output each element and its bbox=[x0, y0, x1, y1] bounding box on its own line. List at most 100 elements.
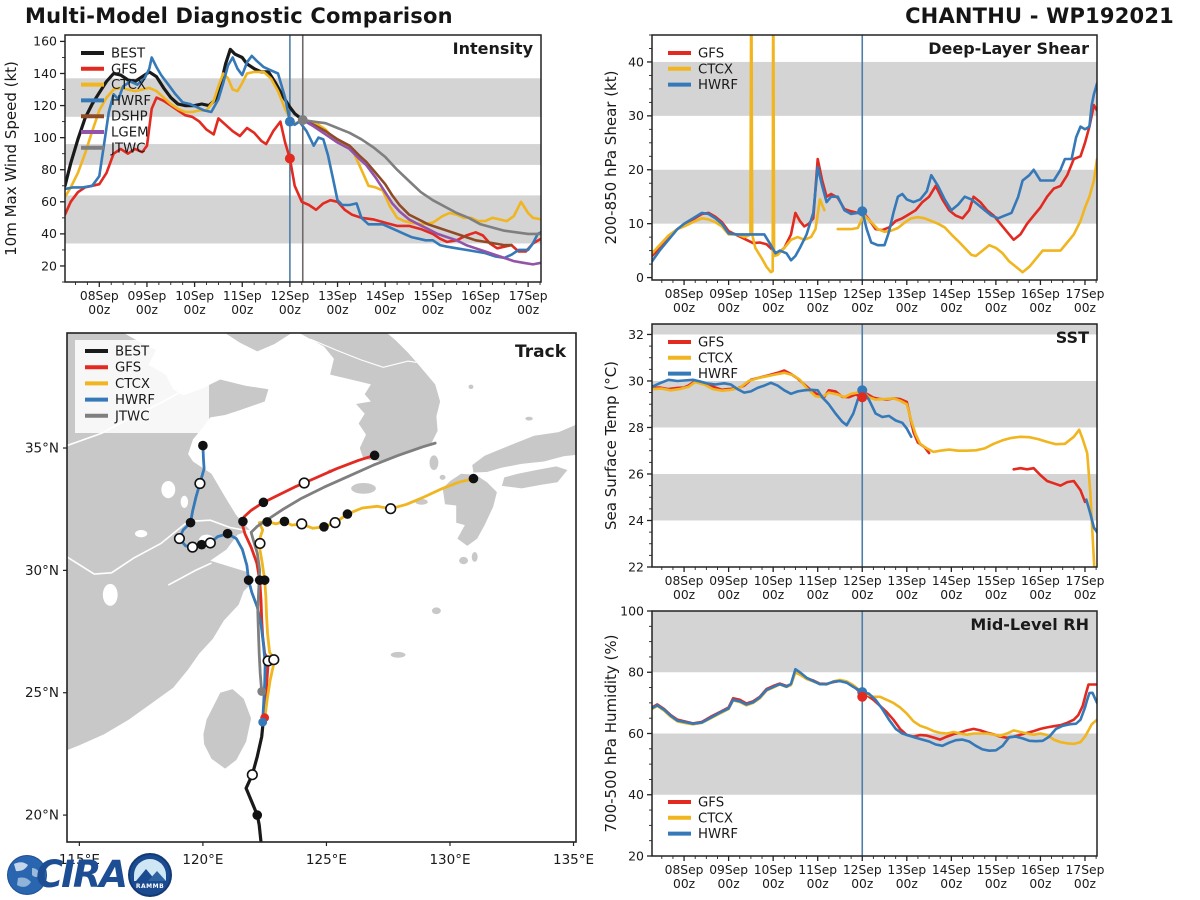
svg-text:08Sep: 08Sep bbox=[665, 287, 704, 301]
svg-text:00z: 00z bbox=[469, 303, 491, 317]
legend-label-CTCX: CTCX bbox=[111, 78, 146, 93]
svg-text:00z: 00z bbox=[88, 303, 110, 317]
svg-text:00z: 00z bbox=[1074, 588, 1096, 600]
svg-text:17Sep: 17Sep bbox=[509, 289, 548, 303]
svg-text:00z: 00z bbox=[940, 301, 962, 315]
landmass bbox=[225, 333, 292, 352]
svg-text:00z: 00z bbox=[673, 301, 695, 315]
rammb-badge-label: RAMMB bbox=[135, 883, 165, 890]
svg-text:00z: 00z bbox=[326, 303, 348, 317]
x-axis: 08Sep00z09Sep00z10Sep00z11Sep00z12Sep00z… bbox=[661, 567, 1105, 602]
svg-text:00z: 00z bbox=[673, 877, 695, 891]
position-marker-00z bbox=[468, 473, 479, 484]
svg-text:00z: 00z bbox=[136, 303, 158, 317]
cira-globe-icon bbox=[7, 855, 47, 895]
svg-text:130°E: 130°E bbox=[429, 852, 470, 868]
lake bbox=[102, 583, 118, 606]
svg-text:00z: 00z bbox=[940, 877, 962, 891]
svg-text:00z: 00z bbox=[851, 588, 873, 600]
legend-label-GFS: GFS bbox=[698, 336, 724, 351]
svg-text:00z: 00z bbox=[374, 303, 396, 317]
island bbox=[351, 483, 376, 494]
shear-chart: 08Sep00z09Sep00z10Sep00z11Sep00z12Sep00z… bbox=[602, 34, 1105, 315]
track-line-JTWC bbox=[249, 441, 437, 693]
position-marker-00z bbox=[198, 440, 208, 451]
svg-text:12Sep: 12Sep bbox=[843, 287, 882, 301]
svg-text:00z: 00z bbox=[718, 301, 740, 315]
series-line-CTCX bbox=[652, 671, 1097, 746]
landmass bbox=[203, 689, 252, 769]
position-marker-00z bbox=[342, 509, 353, 519]
svg-text:10Sep: 10Sep bbox=[754, 574, 793, 588]
y-axis: 0 10 20 30 40 bbox=[628, 34, 652, 285]
series-line-LGEM bbox=[301, 118, 541, 266]
svg-text:17Sep: 17Sep bbox=[1066, 574, 1105, 588]
svg-text:16Sep: 16Sep bbox=[1021, 574, 1060, 588]
cira-wordmark: CIRA bbox=[36, 853, 128, 896]
svg-text:28: 28 bbox=[628, 420, 644, 435]
svg-text:10Sep: 10Sep bbox=[175, 289, 214, 303]
svg-text:60: 60 bbox=[628, 726, 644, 741]
legend-label-BEST: BEST bbox=[115, 345, 150, 360]
legend-label-CTCX: CTCX bbox=[698, 811, 733, 826]
position-marker-00z bbox=[252, 810, 263, 820]
legend-label-GFS: GFS bbox=[115, 361, 141, 376]
island bbox=[459, 556, 469, 565]
landmass bbox=[299, 333, 441, 462]
rh-chart: 08Sep00z09Sep00z10Sep00z11Sep00z12Sep00z… bbox=[602, 603, 1105, 891]
position-marker-00z bbox=[259, 575, 270, 585]
svg-text:00z: 00z bbox=[985, 588, 1007, 600]
svg-text:00z: 00z bbox=[279, 303, 301, 317]
position-marker-12z bbox=[204, 537, 216, 549]
position-marker-12z bbox=[186, 541, 199, 553]
position-marker-00z bbox=[196, 539, 207, 550]
svg-text:00z: 00z bbox=[807, 301, 829, 315]
position-marker-12z bbox=[173, 532, 186, 545]
svg-text:00z: 00z bbox=[673, 588, 695, 600]
legend-label-HWRF: HWRF bbox=[698, 367, 738, 382]
svg-text:160: 160 bbox=[33, 34, 57, 49]
x-axis: 08Sep00z09Sep00z10Sep00z11Sep00z12Sep00z… bbox=[661, 856, 1105, 891]
track-map: 115°E 120°E 125°E 130°E 135°E 20°N 25°N 30°N 35°… bbox=[25, 332, 594, 868]
svg-text:15Sep: 15Sep bbox=[976, 863, 1015, 877]
series-line-HWRF bbox=[652, 82, 1097, 263]
analysis-dot-HWRF bbox=[857, 385, 868, 396]
panel-title: Intensity bbox=[453, 39, 534, 58]
position-marker-12z bbox=[296, 518, 308, 530]
position-marker-00z bbox=[238, 516, 248, 527]
svg-text:12Sep: 12Sep bbox=[270, 289, 309, 303]
analysis-dot-HWRF bbox=[857, 206, 868, 217]
island bbox=[431, 607, 441, 615]
svg-text:32: 32 bbox=[628, 327, 644, 342]
series-line-CTCX bbox=[836, 157, 1097, 274]
svg-text:00z: 00z bbox=[940, 588, 962, 600]
panel-title: Deep-Layer Shear bbox=[928, 39, 1089, 58]
svg-text:09Sep: 09Sep bbox=[128, 289, 167, 303]
svg-text:120°E: 120°E bbox=[182, 852, 223, 868]
svg-text:00z: 00z bbox=[1029, 588, 1051, 600]
svg-text:00z: 00z bbox=[762, 588, 784, 600]
analysis-dot-HWRF bbox=[284, 116, 295, 127]
svg-text:20: 20 bbox=[628, 848, 644, 863]
svg-text:13Sep: 13Sep bbox=[887, 287, 926, 301]
panel-title: SST bbox=[1056, 328, 1089, 347]
svg-text:11Sep: 11Sep bbox=[798, 863, 837, 877]
legend-label-GFS: GFS bbox=[698, 796, 724, 811]
y-axis: 20 40 60 80 100 bbox=[620, 603, 652, 863]
storm-title: CHANTHU - WP192021 bbox=[905, 4, 1174, 28]
position-marker-00z bbox=[258, 497, 269, 508]
analysis-dot-GFS bbox=[284, 153, 295, 164]
position-marker-12z bbox=[329, 517, 341, 529]
position-marker-12z bbox=[298, 477, 310, 489]
position-marker-00z bbox=[319, 522, 329, 532]
y-axis-label: 700-500 hPa Humidity (%) bbox=[602, 634, 620, 832]
island bbox=[468, 384, 474, 390]
svg-text:10: 10 bbox=[628, 216, 644, 231]
legend-label-HWRF: HWRF bbox=[111, 94, 151, 109]
legend-label-DSHP: DSHP bbox=[111, 110, 148, 125]
svg-text:10Sep: 10Sep bbox=[754, 287, 793, 301]
svg-text:11Sep: 11Sep bbox=[223, 289, 262, 303]
